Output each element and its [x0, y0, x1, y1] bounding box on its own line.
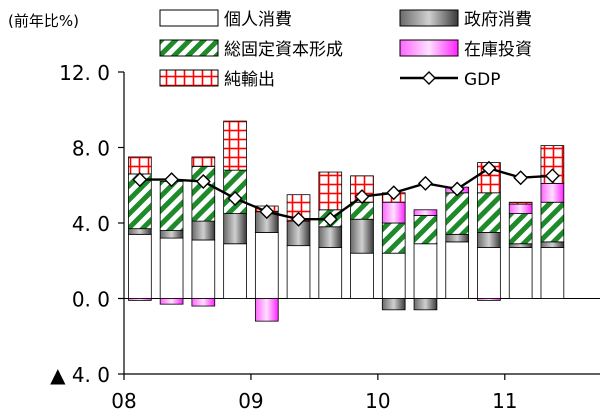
- x-axis: 08 09 10 11: [111, 298, 600, 413]
- bar-segment: [254, 298, 279, 322]
- y-axis: 12. 0 8. 0 4. 0 0. 0 ▲ 4. 0: [50, 61, 125, 387]
- bar-segment: [191, 156, 216, 167]
- gdp-point: [195, 173, 211, 189]
- unit-label: (前年比%): [8, 12, 79, 30]
- legend-swatch: [159, 39, 219, 57]
- gdp-line-path: [139, 166, 553, 221]
- bar-segment: [128, 228, 152, 235]
- bar-segment: [286, 245, 311, 299]
- bar-segment: [381, 222, 406, 254]
- gdp-line: [132, 160, 560, 227]
- bar-segment: [508, 243, 533, 248]
- bar-segment: [350, 252, 374, 299]
- bar-segment: [477, 232, 501, 248]
- x-tick-label: 09: [238, 389, 263, 413]
- bar-segment: [445, 241, 470, 299]
- gdp-point: [259, 204, 275, 220]
- bar-segment: [508, 213, 533, 245]
- gdp-point: [164, 172, 180, 188]
- legend-swatch: [399, 9, 459, 27]
- bar-segment: [223, 213, 247, 245]
- bar-segment: [191, 239, 216, 299]
- bar-segment: [254, 232, 279, 299]
- bar-segment: [191, 298, 216, 307]
- bar-segment: [413, 215, 438, 245]
- bar-segment: [350, 218, 374, 254]
- bar-segment: [381, 201, 406, 224]
- bar-segment: [318, 226, 343, 248]
- bar-segment: [381, 298, 406, 311]
- legend-swatch: [159, 69, 219, 87]
- x-tick-label: 11: [492, 389, 517, 413]
- gdp-point: [513, 170, 529, 186]
- legend-swatch: [159, 9, 219, 27]
- legend-label: 総固定資本形成: [224, 40, 343, 60]
- bar-segment: [540, 145, 565, 184]
- legend-swatch: [399, 39, 459, 57]
- gdp-point: [291, 211, 307, 227]
- bar-segment: [318, 247, 343, 299]
- bar-segment: [413, 298, 438, 311]
- bar-segment: [128, 298, 152, 301]
- legend-label: 個人消費: [224, 10, 292, 30]
- gdp-point: [481, 160, 497, 176]
- bar-segment: [381, 252, 406, 299]
- bar-segment: [540, 201, 565, 243]
- x-tick-label: 10: [365, 389, 390, 413]
- legend-swatch-marker: [422, 71, 436, 85]
- gdp-point: [386, 185, 402, 201]
- bar-segment: [223, 243, 247, 299]
- gdp-point: [354, 189, 370, 205]
- bar-segment: [445, 233, 470, 243]
- gdp-point: [544, 168, 560, 184]
- y-tick-label: 0. 0: [72, 288, 110, 312]
- bar-segment: [477, 298, 501, 301]
- bar-segment: [350, 201, 374, 220]
- legend-label: 政府消費: [464, 10, 532, 30]
- bar-segment: [477, 192, 501, 233]
- bar-segment: [540, 247, 565, 299]
- gdp-point: [132, 172, 148, 188]
- bar-segment: [159, 237, 184, 299]
- bar-segment: [413, 243, 438, 299]
- bar-segment: [508, 247, 533, 299]
- gdp-point: [417, 175, 433, 191]
- y-tick-label: 8. 0: [72, 137, 110, 161]
- bar-segment: [413, 209, 438, 216]
- y-tick-label: ▲ 4. 0: [50, 363, 110, 387]
- bar-segment: [159, 298, 184, 305]
- legend-label: 在庫投資: [464, 40, 532, 60]
- legend-label: 純輸出: [224, 70, 275, 90]
- bar-segment: [540, 182, 565, 203]
- gdp-point: [449, 181, 465, 197]
- bar-segment: [508, 203, 533, 214]
- bar-segment: [128, 233, 152, 299]
- gdp-point: [227, 190, 243, 206]
- legend-label: GDP: [464, 70, 501, 90]
- bar-segment: [159, 230, 184, 239]
- y-tick-label: 4. 0: [72, 212, 110, 236]
- bar-segment: [159, 181, 184, 231]
- x-tick-label: 08: [111, 389, 136, 413]
- bar-segment: [128, 156, 152, 175]
- bar-segment: [445, 192, 470, 235]
- gdp-point: [322, 211, 338, 227]
- bars: [128, 120, 565, 322]
- bar-segment: [191, 220, 216, 241]
- bar-segment: [477, 247, 501, 299]
- bar-segment: [318, 171, 343, 211]
- y-tick-label: 12. 0: [59, 61, 110, 85]
- bar-segment: [223, 120, 247, 171]
- bar-segment: [540, 241, 565, 248]
- bar-segment: [508, 201, 533, 205]
